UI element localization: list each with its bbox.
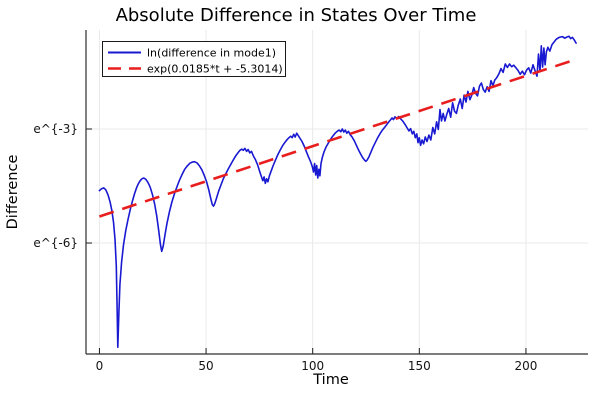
x-tick-label: 100 (301, 359, 324, 373)
series-line-difference (98, 35, 577, 349)
gridlines-layer (86, 30, 588, 354)
y-tick-label: e^{-6} (33, 236, 78, 250)
y-tick-label: e^{-3} (33, 122, 78, 136)
y-axis-label: Difference (5, 155, 21, 230)
x-tick-label: 0 (96, 359, 104, 373)
x-axis-label: Time (312, 372, 349, 388)
x-tick-label: 50 (198, 359, 213, 373)
legend-box (102, 41, 286, 77)
axes-layer (85, 30, 588, 355)
x-tick-label: 150 (408, 359, 431, 373)
legend: ln(difference in mode1) exp(0.0185*t + -… (102, 41, 286, 77)
chart-title: Absolute Difference in States Over Time (116, 5, 477, 26)
legend-label-fit: exp(0.0185*t + -5.3014) (147, 63, 283, 76)
series-layer (98, 35, 577, 349)
legend-label-difference: ln(difference in mode1) (147, 47, 276, 60)
tick-labels-layer: 0 50 100 150 200 e^{-3} e^{-6} (33, 122, 537, 373)
series-line-fit (99, 59, 574, 218)
x-tick-label: 200 (514, 359, 537, 373)
